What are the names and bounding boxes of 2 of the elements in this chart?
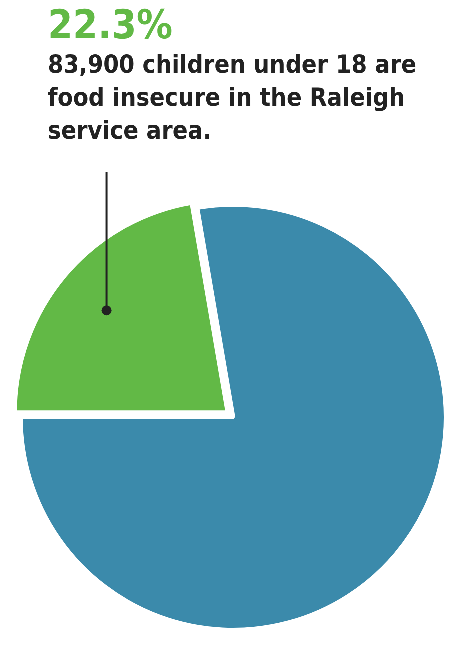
data-label: 22.3% <box>48 2 173 48</box>
text: 83,900 children under 18 are food insecure in the Raleigh service area. <box>48 50 417 145</box>
